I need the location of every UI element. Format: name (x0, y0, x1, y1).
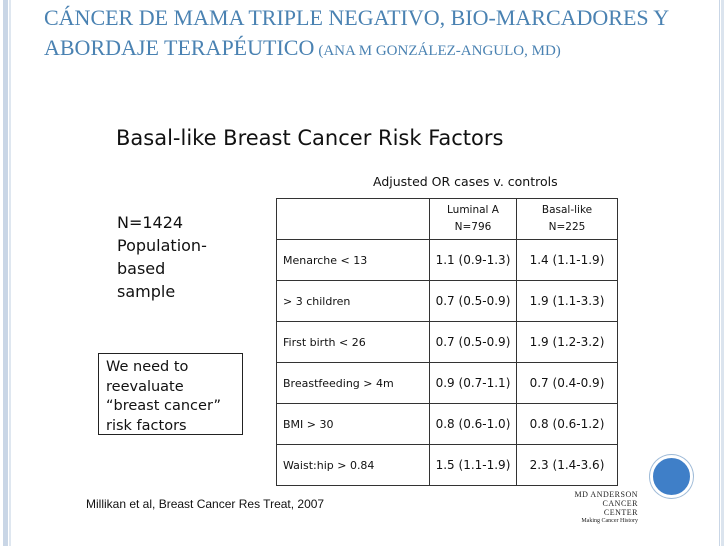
column-n: N=796 (454, 221, 492, 233)
row-luminal-value: 1.1 (0.9-1.3) (429, 239, 517, 281)
row-basal-value: 0.8 (0.6-1.2) (516, 403, 618, 445)
population-line: Population- (117, 236, 207, 255)
table-row: Waist:hip > 0.84 1.5 (1.1-1.9) 2.3 (1.4-… (276, 444, 618, 486)
row-luminal-value: 1.5 (1.1-1.9) (429, 444, 517, 486)
table-header-blank (276, 198, 430, 240)
left-border-rail-inner (9, 0, 11, 546)
note-line: risk factors (106, 417, 187, 434)
row-basal-value: 2.3 (1.4-3.6) (516, 444, 618, 486)
slide-title: CÁNCER DE MAMA TRIPLE NEGATIVO, BIO-MARC… (44, 3, 684, 63)
row-luminal-value: 0.8 (0.6-1.0) (429, 403, 517, 445)
table-row: BMI > 30 0.8 (0.6-1.0) 0.8 (0.6-1.2) (276, 403, 618, 445)
logo-line: Making Cancer History (581, 518, 638, 524)
note-line: reevaluate (106, 378, 184, 395)
column-name: Basal-like (541, 204, 593, 216)
row-basal-value: 1.9 (1.2-3.2) (516, 321, 618, 363)
row-factor: First birth < 26 (276, 321, 430, 363)
note-line: “breast cancer” (106, 398, 222, 414)
row-factor: Breastfeeding > 4m (276, 362, 430, 404)
population-line: N=1424 (117, 213, 184, 232)
slide-title-author: (ANA M GONZÁLEZ-ANGULO, MD) (318, 43, 561, 59)
row-factor: > 3 children (276, 280, 430, 322)
row-factor: Waist:hip > 0.84 (276, 444, 430, 486)
blue-circle-icon[interactable] (650, 455, 693, 498)
column-name: Luminal A (447, 204, 499, 216)
population-description: N=1424 Population- based sample (117, 211, 207, 303)
risk-factor-table: Luminal A N=796 Basal-like N=225 Menarch… (276, 198, 618, 486)
left-border-rail (3, 0, 8, 546)
logo-line: MD ANDERSON (574, 490, 638, 499)
table-header-row: Luminal A N=796 Basal-like N=225 (276, 198, 618, 240)
figure-title: Basal-like Breast Cancer Risk Factors (116, 126, 504, 150)
row-factor: BMI > 30 (276, 403, 430, 445)
figure-subtitle: Adjusted OR cases v. controls (373, 174, 558, 189)
note-line: We need to (106, 359, 189, 375)
row-basal-value: 1.4 (1.1-1.9) (516, 239, 618, 281)
table-row: Breastfeeding > 4m 0.9 (0.7-1.1) 0.7 (0.… (276, 362, 618, 404)
table-row: Menarche < 13 1.1 (0.9-1.3) 1.4 (1.1-1.9… (276, 239, 618, 281)
table-row: > 3 children 0.7 (0.5-0.9) 1.9 (1.1-3.3) (276, 280, 618, 322)
column-header-basal: Basal-like N=225 (516, 198, 618, 240)
note-text: We need to reevaluate “breast cancer” ri… (106, 358, 246, 436)
right-border-line (719, 0, 720, 546)
right-border-rail (721, 0, 724, 546)
slide-title-main: CÁNCER DE MAMA TRIPLE NEGATIVO, BIO-MARC… (44, 5, 669, 60)
logo-line: CANCER CENTER (602, 499, 638, 517)
row-luminal-value: 0.7 (0.5-0.9) (429, 280, 517, 322)
row-luminal-value: 0.9 (0.7-1.1) (429, 362, 517, 404)
row-basal-value: 0.7 (0.4-0.9) (516, 362, 618, 404)
column-header-luminal: Luminal A N=796 (429, 198, 517, 240)
note-box (98, 353, 243, 435)
population-line: sample (117, 282, 176, 301)
row-factor: Menarche < 13 (276, 239, 430, 281)
row-luminal-value: 0.7 (0.5-0.9) (429, 321, 517, 363)
population-line: based (117, 259, 166, 278)
md-anderson-logo: MD ANDERSON CANCER CENTER Making Cancer … (568, 490, 638, 524)
citation: Millikan et al, Breast Cancer Res Treat,… (86, 497, 325, 511)
table-row: First birth < 26 0.7 (0.5-0.9) 1.9 (1.2-… (276, 321, 618, 363)
column-n: N=225 (548, 221, 586, 233)
row-basal-value: 1.9 (1.1-3.3) (516, 280, 618, 322)
